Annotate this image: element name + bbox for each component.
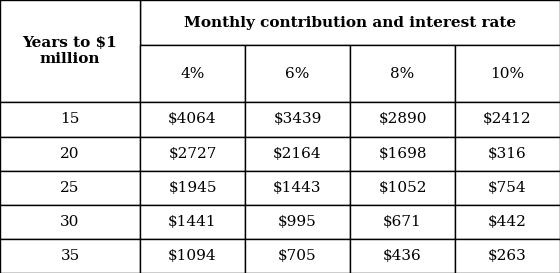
Text: $3439: $3439 (273, 112, 321, 126)
Text: 30: 30 (60, 215, 80, 229)
Bar (140, 171, 245, 205)
Bar (245, 45, 350, 102)
Bar (245, 136, 350, 171)
Text: $705: $705 (278, 249, 317, 263)
Text: 35: 35 (60, 249, 80, 263)
Bar (455, 102, 560, 136)
Text: $436: $436 (383, 249, 422, 263)
Text: 4%: 4% (180, 67, 205, 81)
Bar (0, 136, 140, 171)
Text: 6%: 6% (285, 67, 310, 81)
Bar (350, 136, 455, 171)
Bar (0, 239, 140, 273)
Text: $1052: $1052 (378, 181, 427, 195)
Bar (0, 205, 140, 239)
Bar (245, 171, 350, 205)
Text: $1443: $1443 (273, 181, 322, 195)
Bar (350, 171, 455, 205)
Bar (455, 45, 560, 102)
Bar (455, 136, 560, 171)
Text: $263: $263 (488, 249, 527, 263)
Text: $2164: $2164 (273, 147, 322, 161)
Text: $1441: $1441 (168, 215, 217, 229)
Bar (140, 239, 245, 273)
Bar (0, 171, 140, 205)
Bar (0, 0, 140, 102)
Text: $2727: $2727 (169, 147, 217, 161)
Bar (245, 239, 350, 273)
Text: 20: 20 (60, 147, 80, 161)
Text: $671: $671 (383, 215, 422, 229)
Text: $4064: $4064 (168, 112, 217, 126)
Bar (140, 0, 560, 45)
Bar (455, 205, 560, 239)
Text: 8%: 8% (390, 67, 414, 81)
Bar (140, 136, 245, 171)
Text: $316: $316 (488, 147, 527, 161)
Text: $995: $995 (278, 215, 317, 229)
Text: $2412: $2412 (483, 112, 532, 126)
Bar (455, 239, 560, 273)
Bar (140, 102, 245, 136)
Text: $1945: $1945 (168, 181, 217, 195)
Bar (350, 102, 455, 136)
Bar (350, 45, 455, 102)
Text: Years to $1
million: Years to $1 million (22, 36, 118, 66)
Text: $442: $442 (488, 215, 527, 229)
Text: 10%: 10% (491, 67, 525, 81)
Text: 15: 15 (60, 112, 80, 126)
Bar (140, 45, 245, 102)
Bar (350, 239, 455, 273)
Text: $754: $754 (488, 181, 527, 195)
Text: 25: 25 (60, 181, 80, 195)
Text: $1094: $1094 (168, 249, 217, 263)
Bar (245, 205, 350, 239)
Bar (245, 102, 350, 136)
Bar (455, 171, 560, 205)
Text: $2890: $2890 (378, 112, 427, 126)
Bar (350, 205, 455, 239)
Text: Monthly contribution and interest rate: Monthly contribution and interest rate (184, 16, 516, 29)
Bar (140, 205, 245, 239)
Text: $1698: $1698 (378, 147, 427, 161)
Bar (0, 102, 140, 136)
